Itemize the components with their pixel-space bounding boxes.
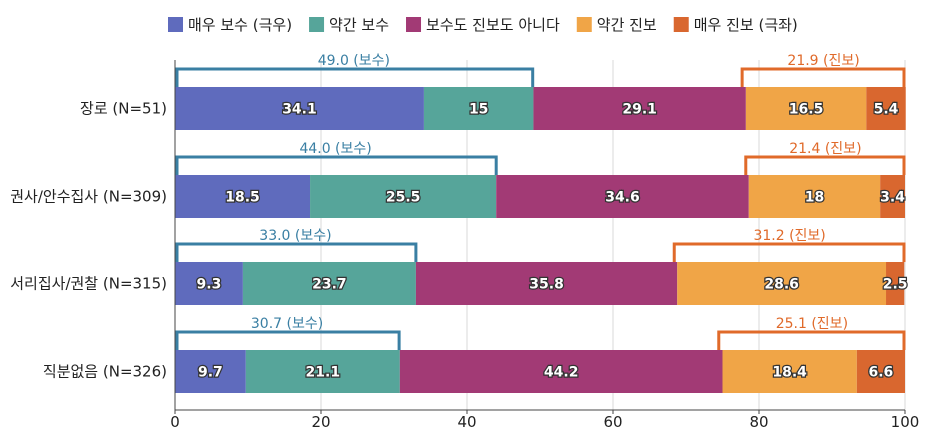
data-label: 16.5 [789,102,824,118]
x-tick-label: 40 [457,413,476,431]
x-tick-label: 20 [311,413,330,431]
bracket-progressive [717,330,906,350]
data-label: 5.4 [874,102,899,118]
bracket-conservative [175,155,498,175]
bar-segment [245,350,400,393]
bar-segment [423,87,534,130]
data-label: 44.2 [544,365,579,381]
bar-segment [310,175,497,218]
bar-segment [745,87,867,130]
legend-label-0: 매우 보수 (극우) [188,16,292,34]
x-tick-label: 80 [749,413,768,431]
category-label: 권사/안수집사 (N=309) [10,188,167,206]
data-label: 25.5 [386,190,421,206]
bracket-label-progressive: 31.2 (진보) [753,228,825,244]
bracket-progressive [672,242,906,262]
legend-label-4: 매우 진보 (극좌) [694,16,798,34]
legend-swatch-3 [576,17,592,32]
bar-segment [242,262,416,305]
x-tick-label: 100 [891,413,920,431]
data-label: 21.1 [306,365,341,381]
legend-label-1: 약간 보수 [329,16,389,34]
bar-segment [496,175,749,218]
bracket-label-conservative: 49.0 (보수) [318,53,390,69]
bracket-conservative [175,67,535,87]
data-label: 28.6 [764,277,799,293]
bracket-label-conservative: 30.7 (보수) [251,316,323,332]
data-label: 18.5 [225,190,260,206]
bar-segment [175,175,311,218]
bracket-label-conservative: 44.0 (보수) [299,141,371,157]
category-label: 서리집사/권찰 (N=315) [10,275,167,293]
bar-segment [533,87,746,130]
bracket-label-conservative: 33.0 (보수) [259,228,331,244]
bar-segment [677,262,887,305]
bar-segment [415,262,678,305]
bar-segment [880,175,905,218]
data-label: 18 [805,190,824,206]
category-label: 직분없음 (N=326) [43,363,167,381]
legend-swatch-4 [673,17,689,32]
x-tick-label: 60 [603,413,622,431]
legend-label-2: 보수도 진보도 아니다 [426,16,560,34]
bar-segment [722,350,857,393]
bracket-conservative [175,330,401,350]
legend-swatch-2 [406,17,422,32]
data-label: 18.4 [772,365,807,381]
bar-segment [866,87,906,130]
category-label: 장로 (N=51) [80,100,167,118]
bracket-label-progressive: 25.1 (진보) [776,316,848,332]
data-label: 29.1 [622,102,657,118]
bar-segment [175,350,246,393]
bar-segment [399,350,723,393]
bracket-progressive [740,67,906,87]
data-label: 9.3 [197,277,222,293]
bracket-label-progressive: 21.4 (진보) [789,141,861,157]
brackets: 49.0 (보수) 21.9 (진보) 44.0 (보수) 21.4 (진보) 33.0… [175,53,906,350]
data-label: 9.7 [198,365,223,381]
legend-label-3: 약간 진보 [597,16,657,34]
data-label: 34.6 [605,190,640,206]
x-tick-label: 0 [170,413,180,431]
bracket-label-progressive: 21.9 (진보) [787,53,859,69]
legend-swatch-1 [309,17,325,32]
data-label: 34.1 [282,102,317,118]
bracket-conservative [175,242,418,262]
legend: 매우 보수 (극우) 약간 보수 보수도 진보도 아니다 약간 진보 매우 진보 (극좌… [168,16,798,34]
data-label: 35.8 [529,277,564,293]
data-label: 2.5 [883,277,908,293]
legend-swatch-0 [168,17,183,32]
bar-segment [748,175,881,218]
axes: 0 20 40 60 80 100 장로 (N=51) 권사/안수집사 (N=309) 서리집사… [10,60,919,431]
data-label: 15 [469,102,488,118]
data-label: 3.4 [880,190,905,206]
bar-segment [175,87,424,130]
data-label: 6.6 [869,365,894,381]
data-label: 23.7 [312,277,347,293]
bar-segment [175,262,243,305]
bars: 34.1 15 29.1 16.5 5.4 18.5 25.5 34.6 18 3.4 9.3 23.… [175,87,909,393]
bracket-progressive [744,155,906,175]
bar-segment [856,350,905,393]
bar-segment [886,262,905,305]
